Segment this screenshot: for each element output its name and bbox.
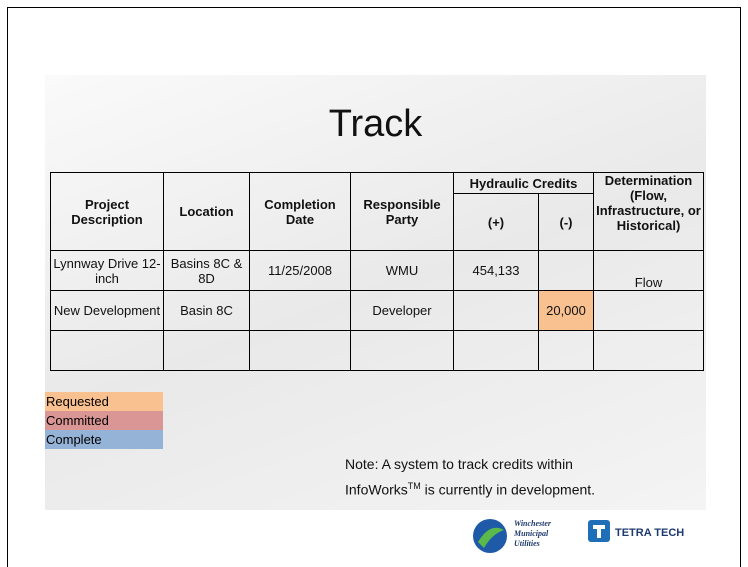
logo-swoosh bbox=[478, 527, 504, 548]
header: Hydraulic Credits bbox=[453, 172, 594, 194]
note: Note: A system to track credits within I… bbox=[345, 453, 595, 501]
cell bbox=[249, 330, 351, 371]
header: Responsible Party bbox=[350, 172, 454, 251]
header: (+) bbox=[453, 193, 539, 251]
logos: Winchester Municipal Utilities TETRA TEC… bbox=[473, 519, 684, 553]
cell bbox=[50, 330, 164, 371]
cell: WMU bbox=[350, 250, 454, 291]
cell: Flow bbox=[593, 250, 704, 291]
cell bbox=[538, 250, 594, 291]
cell bbox=[163, 330, 250, 371]
cell bbox=[538, 330, 594, 371]
legend-item: Complete bbox=[45, 430, 163, 449]
cell: Developer bbox=[350, 290, 454, 331]
header: Location bbox=[163, 172, 250, 251]
cell: Basin 8C bbox=[163, 290, 250, 331]
header: (-) bbox=[538, 193, 594, 251]
cell bbox=[593, 290, 704, 331]
note-line: Note: A system to track credits within bbox=[345, 456, 573, 472]
cell: Lynnway Drive 12-inch bbox=[50, 250, 164, 291]
cell: 20,000 bbox=[538, 290, 594, 331]
superscript: TM bbox=[407, 481, 421, 491]
text: is currently in development. bbox=[420, 481, 596, 498]
slide: Track Project Description Location Compl… bbox=[45, 75, 706, 510]
logo-text: Winchester bbox=[514, 519, 552, 528]
cell bbox=[249, 290, 351, 331]
header: Project Description bbox=[50, 172, 164, 251]
header: Completion Date bbox=[249, 172, 351, 251]
header: Determination (Flow, Infrastructure, or … bbox=[593, 172, 704, 251]
title: Track bbox=[328, 103, 423, 145]
cell bbox=[453, 290, 539, 331]
legend-item: Requested bbox=[45, 392, 163, 411]
logo-text: Municipal bbox=[513, 529, 549, 538]
cell bbox=[350, 330, 454, 371]
cell: 454,133 bbox=[453, 250, 539, 291]
logo-text: Utilities bbox=[514, 539, 540, 548]
logo-text: TETRA TECH bbox=[615, 527, 684, 539]
tt-icon-part bbox=[597, 525, 601, 538]
legend: Requested Committed Complete bbox=[45, 392, 163, 449]
text: InfoWorks bbox=[345, 481, 408, 498]
cell: 11/25/2008 bbox=[249, 250, 351, 291]
table: Project Description Location Completion … bbox=[50, 172, 704, 371]
frame bbox=[7, 7, 741, 567]
cell: New Development bbox=[50, 290, 164, 331]
cell bbox=[593, 330, 704, 371]
note-line: InfoWorksTM is currently in development. bbox=[345, 475, 595, 501]
cell: Basins 8C & 8D bbox=[163, 250, 250, 291]
legend-item: Committed bbox=[45, 411, 163, 430]
cell bbox=[453, 330, 539, 371]
